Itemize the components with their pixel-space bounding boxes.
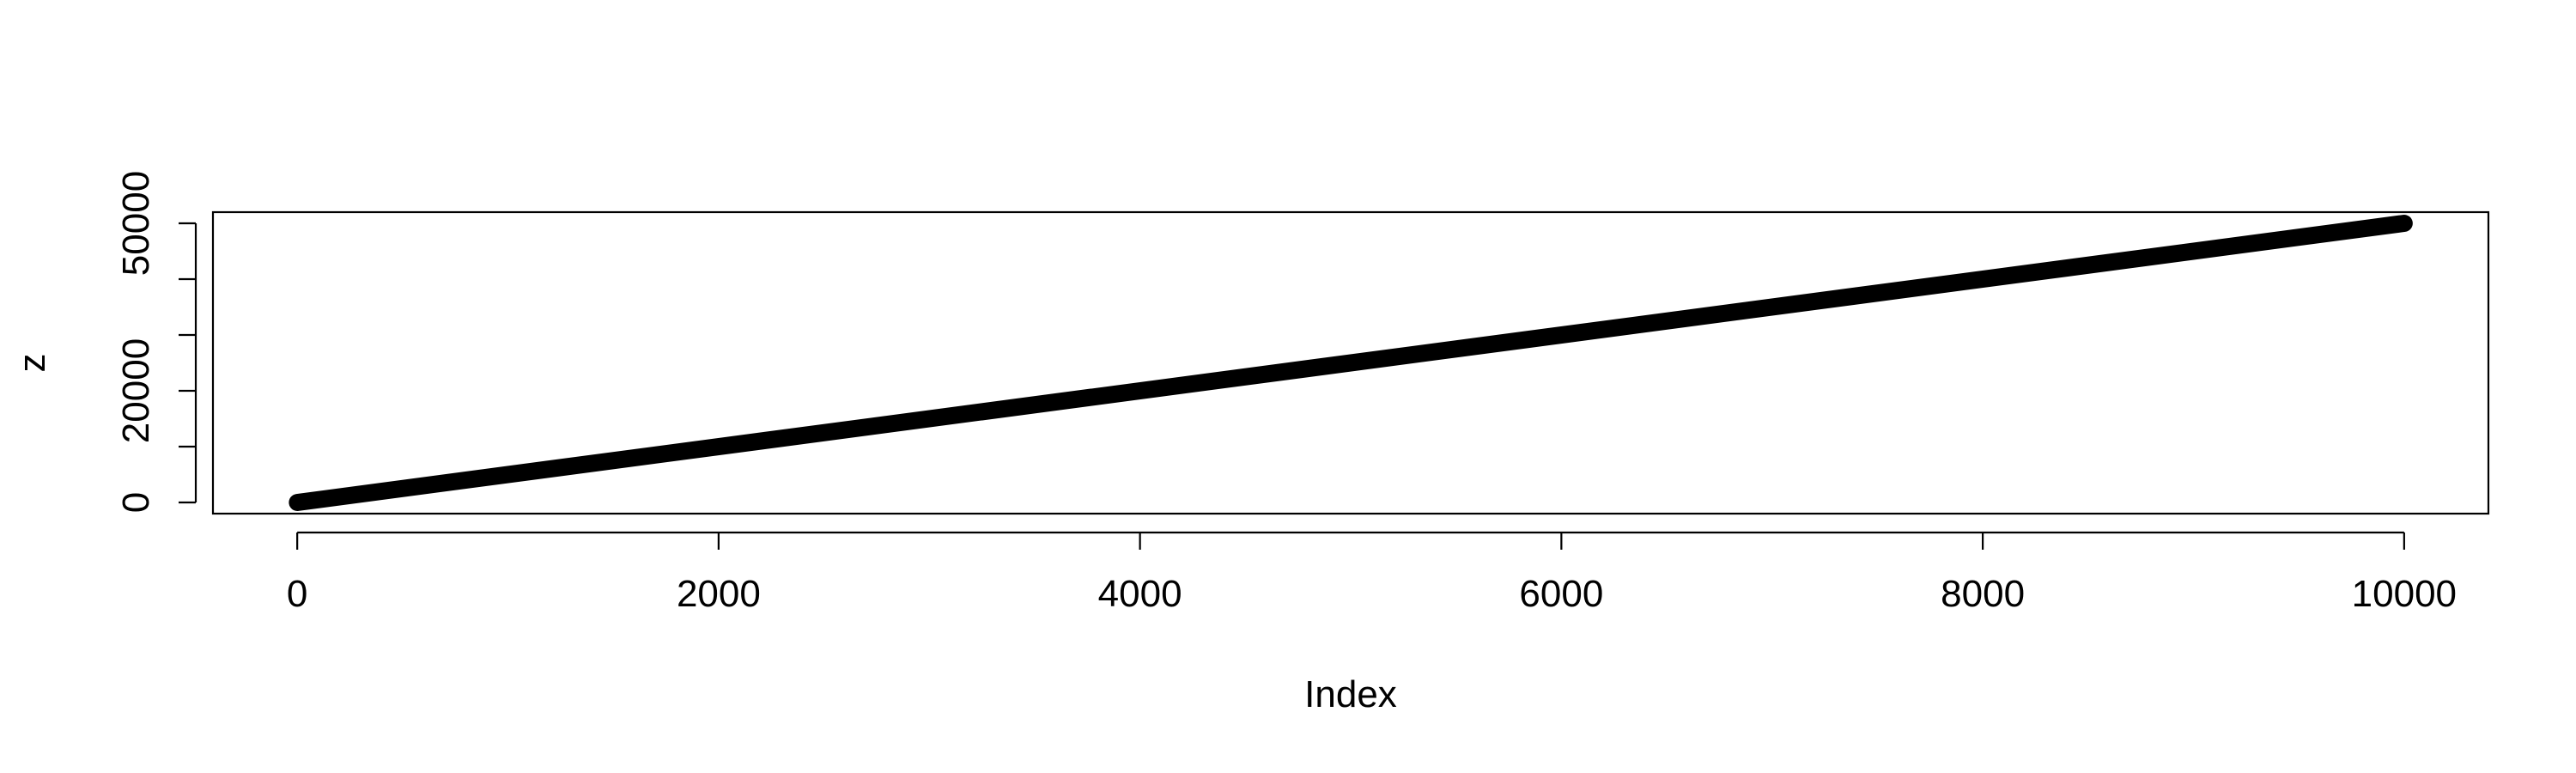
x-axis-title: Index xyxy=(1304,673,1397,715)
axes-layer: 0 2000 4000 6000 8000 10000 0 20000 50000 xyxy=(115,171,2457,615)
y-tick-label-0: 0 xyxy=(115,492,157,513)
series-line-0 xyxy=(289,215,2413,511)
x-tick-label-1: 2000 xyxy=(677,573,761,615)
y-tick-label-2: 20000 xyxy=(115,338,157,443)
y-axis-title: z xyxy=(11,354,53,373)
x-tick-label-0: 0 xyxy=(287,573,307,615)
y-tick-label-5: 50000 xyxy=(115,171,157,276)
plot-layer xyxy=(211,210,2490,515)
x-tick-label-2: 4000 xyxy=(1098,573,1182,615)
x-tick-label-5: 10000 xyxy=(2352,573,2457,615)
x-tick-label-3: 6000 xyxy=(1519,573,1603,615)
plot-frame xyxy=(211,210,2490,515)
x-tick-label-4: 8000 xyxy=(1941,573,2025,615)
